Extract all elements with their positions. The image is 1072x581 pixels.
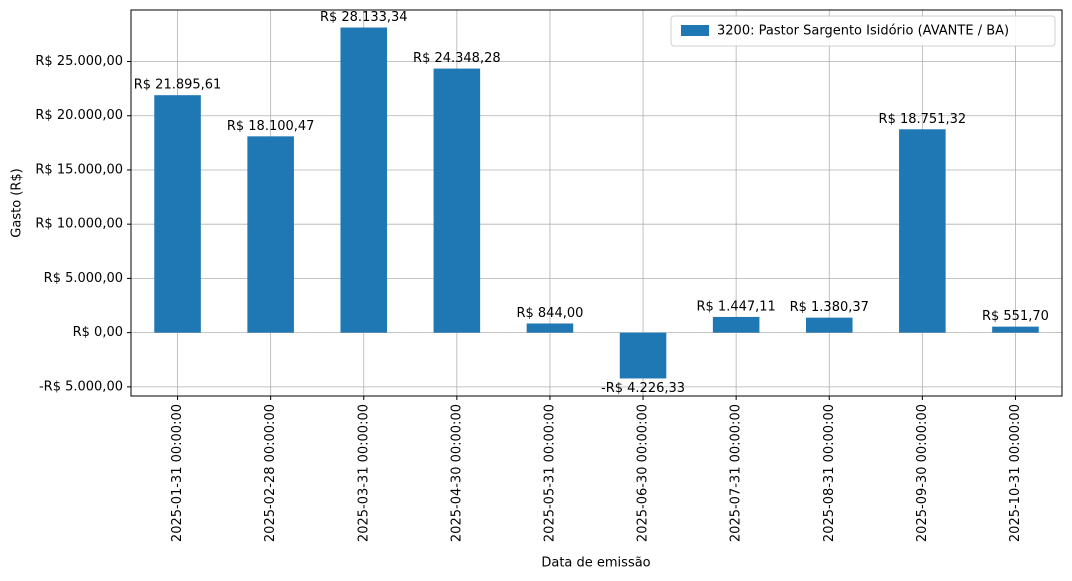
data-label: R$ 18.751,32 [879,112,967,127]
x-tick-label: 2025-02-28 00:00:00 [263,404,278,542]
plot-frame [130,9,1063,397]
x-tick-label: 2025-01-31 00:00:00 [170,404,185,542]
y-tick-label: R$ 25.000,00 [35,54,123,69]
x-tick-label: 2025-05-31 00:00:00 [542,404,557,542]
bar [619,332,667,379]
bar [340,27,388,333]
x-tick-label: 2025-03-31 00:00:00 [356,404,371,542]
bar [899,129,946,333]
y-tick-label: R$ 20.000,00 [35,108,123,123]
x-tick-label: 2025-08-31 00:00:00 [822,404,837,542]
y-tick-label: R$ 5.000,00 [44,271,123,286]
data-label: R$ 24.348,28 [413,51,501,66]
bar [805,317,853,333]
y-tick-label: -R$ 5.000,00 [39,379,123,394]
data-label: R$ 28.133,34 [320,10,408,25]
bar [247,136,294,333]
x-tick-label: 2025-09-30 00:00:00 [915,404,930,542]
legend-label: 3200: Pastor Sargento Isidório (AVANTE /… [717,24,1009,39]
data-label: R$ 551,70 [982,309,1049,324]
bar [992,326,1039,333]
bar [154,95,201,333]
bar [433,68,481,333]
y-tick-label: R$ 15.000,00 [35,162,123,177]
legend-box [670,15,1056,47]
y-tick-label: R$ 0,00 [73,325,123,340]
bar [526,323,574,333]
data-label: R$ 21.895,61 [134,78,222,93]
x-tick-label: 2025-10-31 00:00:00 [1008,404,1023,542]
bar [712,316,760,333]
data-label: R$ 18.100,47 [227,119,315,134]
x-tick-label: 2025-04-30 00:00:00 [449,404,464,542]
y-axis-label: Gasto (R$) [10,168,25,237]
x-tick-label: 2025-06-30 00:00:00 [636,404,651,542]
x-tick-label: 2025-07-31 00:00:00 [729,404,744,542]
data-label: R$ 1.447,11 [696,299,775,314]
legend-swatch [681,25,709,36]
data-label: -R$ 4.226,33 [601,381,685,396]
y-tick-label: R$ 10.000,00 [35,217,123,232]
data-label: R$ 844,00 [516,306,583,321]
x-axis-label: Data de emissão [541,556,650,571]
data-label: R$ 1.380,37 [790,300,869,315]
